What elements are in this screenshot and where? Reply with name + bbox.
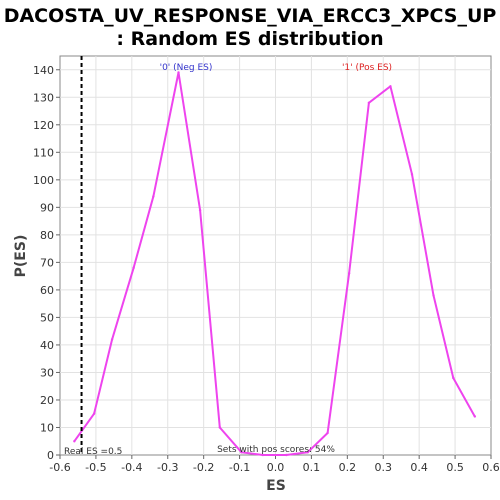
series-layer <box>73 71 477 457</box>
y-tick-label: 30 <box>40 366 54 379</box>
y-tick-label: 70 <box>40 256 54 269</box>
x-tick-label: -0.6 <box>49 461 70 474</box>
y-tick-label: 140 <box>33 64 54 77</box>
data-point <box>110 338 114 341</box>
x-tick-label: 0.3 <box>375 461 393 474</box>
y-tick-label: 40 <box>40 339 54 352</box>
data-point <box>326 431 329 435</box>
data-point <box>306 451 310 454</box>
y-tick-label: 90 <box>40 201 54 214</box>
x-tick-label: 0.2 <box>339 461 357 474</box>
data-point <box>152 195 155 198</box>
x-tick-label: 0.0 <box>267 461 285 474</box>
y-tick-label: 50 <box>40 311 54 324</box>
grid-lines <box>60 56 491 455</box>
chart-title-line2: : Random ES distribution <box>116 28 383 50</box>
y-tick-label: 80 <box>40 229 54 242</box>
y-tick-label: 100 <box>33 174 54 187</box>
y-tick-label: 120 <box>33 119 54 132</box>
x-tick-label: 0.5 <box>446 461 464 474</box>
data-point <box>73 440 76 443</box>
x-tick-label: -0.2 <box>193 461 214 474</box>
series-line <box>73 71 476 456</box>
data-point <box>285 453 288 457</box>
x-tick-label: 0.4 <box>410 461 428 474</box>
data-point <box>218 426 222 429</box>
neg-es-label: '0' (Neg ES) <box>160 63 213 73</box>
x-tick-label: -0.4 <box>121 461 142 474</box>
x-tick-label: -0.5 <box>85 461 106 474</box>
x-ticks: -0.6 -0.5 -0.4 -0.3 -0.2 -0.1 0.0 0.1 0.2 0.3 0.4 0… <box>49 455 500 474</box>
data-point <box>432 294 435 297</box>
data-point <box>261 453 265 457</box>
data-point <box>132 266 135 270</box>
y-tick-label: 10 <box>40 421 54 434</box>
data-point <box>177 71 180 74</box>
data-point <box>198 208 202 212</box>
y-ticks: 0 10 20 30 40 50 60 70 80 90 100 110 120 130 140 <box>33 64 60 462</box>
y-axis-label: P(ES) <box>13 235 29 278</box>
y-tick-label: 20 <box>40 394 54 407</box>
chart-title-line1: DACOSTA_UV_RESPONSE_VIA_ERCC3_XPCS_UP <box>4 5 497 27</box>
x-tick-label: 0.6 <box>482 461 500 474</box>
data-point <box>92 412 96 415</box>
sets-pos-label: Sets with pos scores: 54% <box>217 445 335 455</box>
data-point <box>473 415 477 418</box>
data-point <box>347 272 351 275</box>
real-es-label: Real ES =0.5 <box>64 447 122 457</box>
y-tick-label: 60 <box>40 284 54 297</box>
y-tick-label: 0 <box>47 449 54 462</box>
x-tick-label: -0.1 <box>229 461 250 474</box>
pos-es-label: '1' (Pos ES) <box>342 63 392 73</box>
x-tick-label: -0.3 <box>157 461 178 474</box>
x-tick-label: 0.1 <box>303 461 321 474</box>
y-tick-label: 110 <box>33 146 54 159</box>
data-point <box>389 85 392 88</box>
data-point <box>410 173 414 176</box>
y-tick-label: 130 <box>33 91 54 104</box>
data-point <box>367 101 371 104</box>
data-point <box>240 451 243 454</box>
data-point <box>452 376 455 380</box>
x-axis-label: ES <box>266 478 286 494</box>
